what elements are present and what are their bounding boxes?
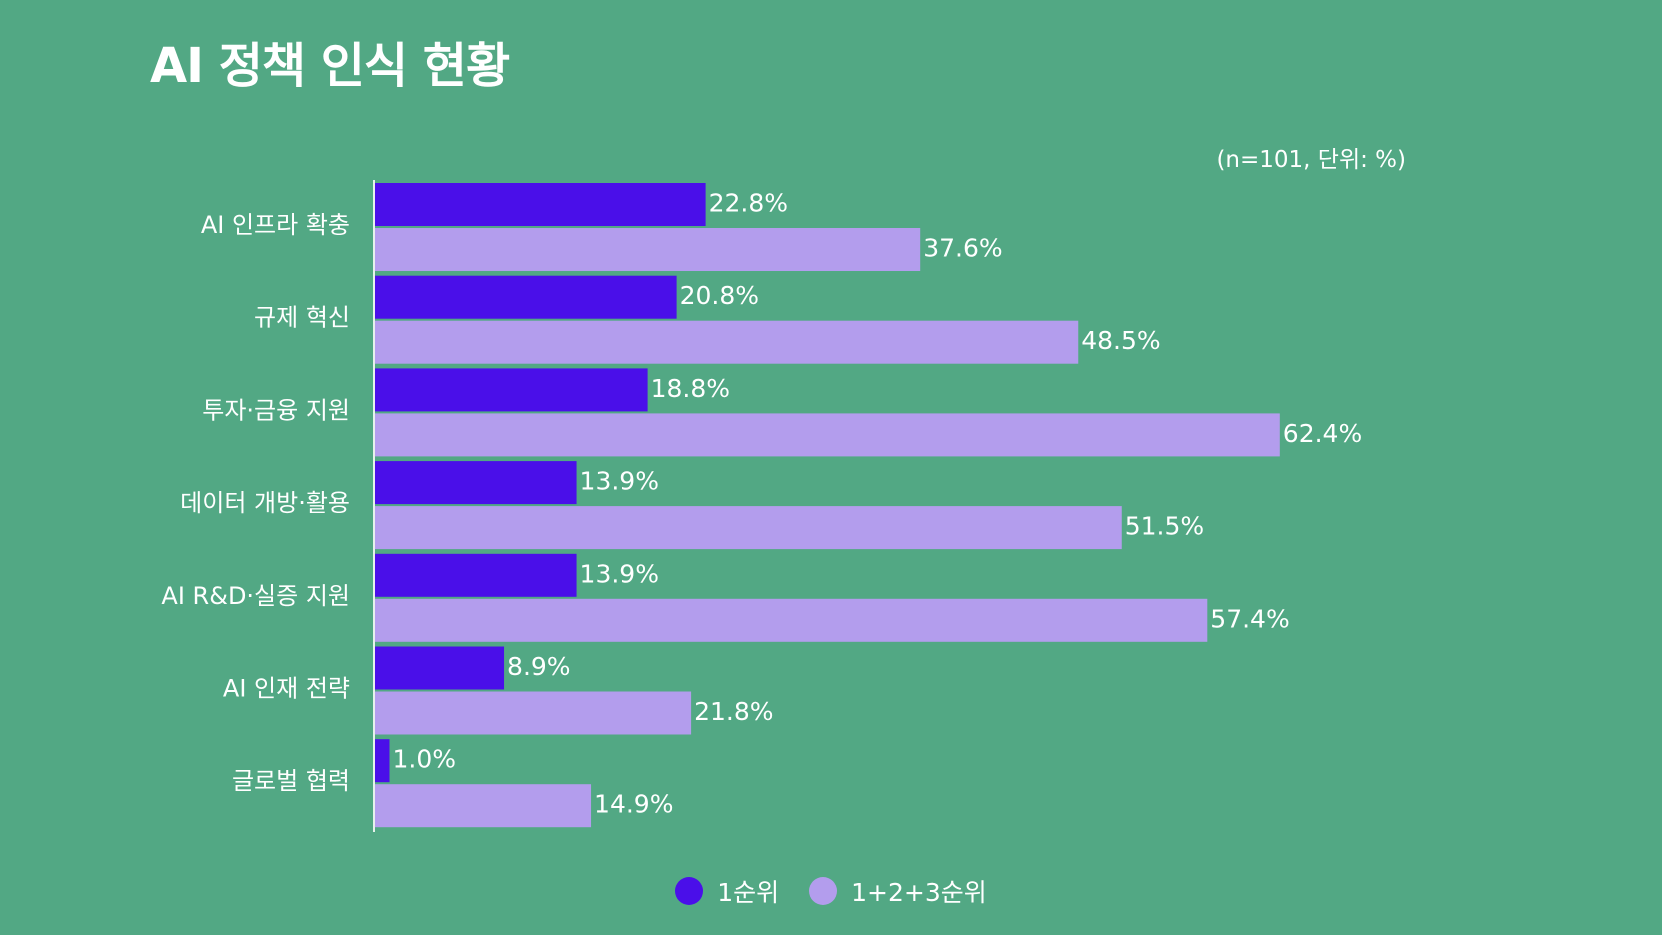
bar-first-rank[interactable] [375,553,577,597]
data-label: 1.0% [393,745,457,774]
category-label: 투자·금융 지원 [202,396,350,424]
category-label: 규제 혁신 [254,304,350,332]
legend-label-first-rank: 1순위 [717,878,780,907]
data-label: 14.9% [594,790,673,819]
bar-top-three-rank[interactable] [375,320,1079,364]
category-label: 글로벌 협력 [232,767,350,795]
category-label: AI R&D·실증 지원 [161,582,350,610]
chart-title: AI 정책 인식 현황 [150,38,510,94]
bar-first-rank[interactable] [375,461,577,505]
data-label: 57.4% [1210,604,1289,633]
data-label: 48.5% [1081,326,1160,355]
legend: 1순위 1+2+3순위 [0,873,1662,909]
chart-note: (n=101, 단위: %) [1216,147,1406,173]
bar-top-three-rank[interactable] [375,228,921,271]
data-label: 18.8% [651,374,730,403]
category-label: AI 인프라 확충 [201,211,350,239]
bar-first-rank[interactable] [375,739,390,783]
data-label: 13.9% [580,467,659,496]
bar-first-rank[interactable] [375,275,677,319]
bar-top-three-rank[interactable] [375,784,592,828]
bar-top-three-rank[interactable] [375,598,1208,642]
category-label: AI 인재 전략 [223,675,350,703]
bar-first-rank[interactable] [375,368,648,412]
data-label: 21.8% [694,697,773,726]
data-label: 51.5% [1125,512,1204,541]
legend-label-top-three-rank: 1+2+3순위 [851,878,987,907]
data-label: 20.8% [680,281,759,310]
bar-top-three-rank[interactable] [375,691,692,735]
data-label: 13.9% [580,559,659,588]
legend-item-first-rank[interactable]: 1순위 [675,873,779,909]
data-label: 62.4% [1283,419,1362,448]
category-label: 데이터 개방·활용 [180,489,350,517]
legend-swatch-top-three-rank [809,877,838,905]
legend-item-top-three-rank[interactable]: 1+2+3순위 [809,873,987,909]
data-label: 37.6% [923,234,1002,263]
bar-top-three-rank[interactable] [375,413,1280,457]
data-label: 8.9% [507,652,571,681]
bar-top-three-rank[interactable] [375,506,1122,550]
data-label: 22.8% [709,189,788,218]
bar-first-rank[interactable] [375,646,505,690]
bar-first-rank[interactable] [375,183,706,226]
legend-swatch-first-rank [675,877,704,905]
